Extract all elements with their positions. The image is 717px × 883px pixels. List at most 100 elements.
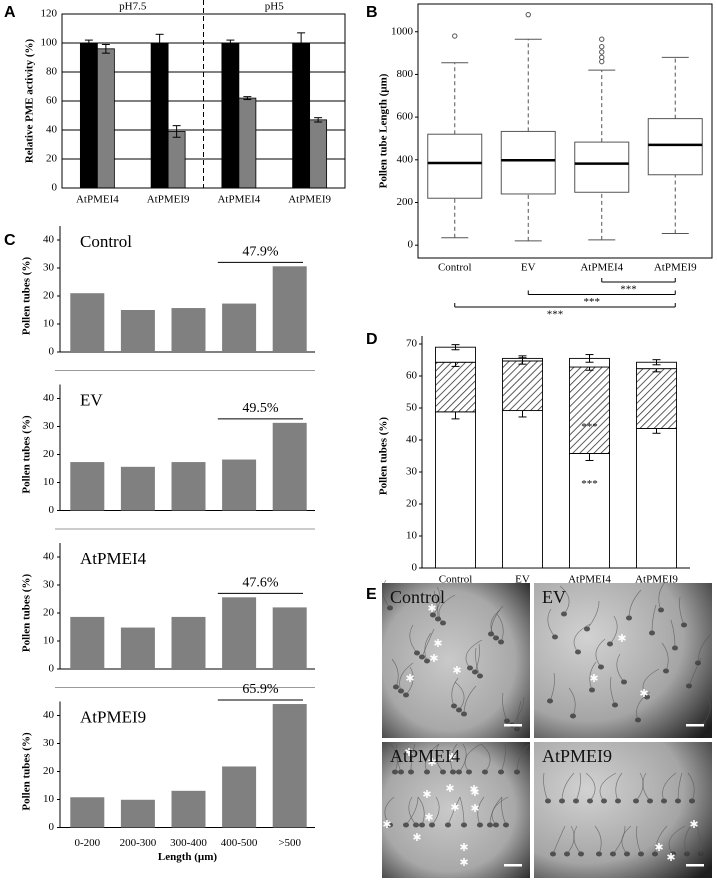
y-tick-label: 80 bbox=[46, 66, 58, 78]
pollen-tube bbox=[628, 589, 642, 619]
outlier bbox=[599, 49, 605, 55]
bar bbox=[171, 616, 206, 669]
micrograph bbox=[382, 583, 530, 738]
y-tick-label: 10 bbox=[43, 476, 55, 488]
annotation: 65.9% bbox=[242, 682, 279, 697]
asterisk bbox=[471, 804, 479, 812]
asterisk-stroke bbox=[640, 690, 648, 696]
x-tick-label: EV bbox=[521, 262, 536, 274]
pollen-tube bbox=[502, 692, 508, 722]
pollen-tube bbox=[697, 634, 711, 664]
y-tick-label: 10 bbox=[406, 530, 418, 542]
asterisk-stroke bbox=[453, 667, 461, 673]
x-tick-label: 400-500 bbox=[221, 837, 258, 849]
group-title: pH5 bbox=[265, 1, 284, 13]
x-tick-label: EV bbox=[515, 574, 530, 586]
pollen-tube bbox=[559, 585, 570, 615]
asterisk bbox=[434, 639, 442, 647]
pollen-tube bbox=[651, 604, 657, 634]
y-tick-label: 40 bbox=[43, 234, 55, 246]
asterisk bbox=[667, 853, 675, 861]
annotation: 49.5% bbox=[242, 401, 279, 416]
box bbox=[647, 118, 703, 176]
outlier bbox=[452, 33, 458, 39]
pollen-tube bbox=[679, 596, 685, 626]
error-bar bbox=[652, 359, 661, 366]
pollen-tube bbox=[561, 772, 575, 802]
asterisk-stroke bbox=[446, 785, 454, 791]
error-bar bbox=[585, 354, 594, 363]
pollen-tube bbox=[451, 677, 459, 707]
pollen-tube bbox=[547, 608, 556, 638]
y-tick-label: 20 bbox=[43, 448, 55, 460]
y-tick-label: 40 bbox=[406, 434, 418, 446]
bar bbox=[272, 607, 307, 669]
micrograph bbox=[382, 742, 530, 878]
pollen-tube bbox=[612, 825, 626, 855]
asterisk-stroke bbox=[423, 791, 431, 797]
asterisk-stroke bbox=[425, 814, 433, 820]
panel-letter: A bbox=[4, 4, 16, 21]
pollen-tube bbox=[684, 825, 692, 855]
pollen-tube bbox=[500, 743, 506, 773]
x-tick-label: 0-200 bbox=[74, 837, 100, 849]
asterisk bbox=[460, 858, 468, 866]
pollen-tube bbox=[585, 772, 596, 802]
asterisk bbox=[448, 753, 456, 761]
pollen-tube bbox=[615, 772, 623, 802]
bar-segment bbox=[435, 411, 476, 569]
box bbox=[574, 141, 630, 193]
error-bar bbox=[243, 96, 252, 101]
asterisk-stroke bbox=[430, 655, 438, 661]
y-tick-label: 40 bbox=[43, 709, 55, 721]
pollen-tube bbox=[447, 796, 461, 826]
y-tick-label: 0 bbox=[49, 821, 55, 833]
pollen-tube bbox=[425, 743, 440, 773]
pollen-tube bbox=[599, 772, 617, 802]
pollen-tube bbox=[465, 639, 483, 669]
scale-bar bbox=[686, 724, 704, 727]
asterisk-stroke bbox=[448, 754, 456, 760]
pollen-tube bbox=[431, 796, 440, 826]
y-tick-label: 30 bbox=[43, 737, 55, 749]
bar bbox=[222, 597, 257, 669]
pollen-tube bbox=[575, 772, 581, 802]
y-tick-label: 20 bbox=[43, 765, 55, 777]
pollen-tube bbox=[670, 619, 676, 649]
pollen-tube bbox=[661, 642, 669, 672]
asterisk bbox=[460, 843, 468, 851]
asterisk-stroke bbox=[428, 605, 436, 611]
asterisk-stroke bbox=[434, 640, 442, 646]
outlier bbox=[599, 54, 605, 61]
y-tick-label: 10 bbox=[43, 318, 55, 330]
x-tick-label: AtPMEI4 bbox=[580, 262, 623, 274]
asterisk bbox=[383, 820, 391, 828]
pollen-tube bbox=[654, 825, 668, 855]
bar bbox=[292, 42, 311, 189]
asterisk bbox=[428, 758, 436, 766]
bar bbox=[120, 310, 155, 352]
asterisk bbox=[446, 784, 454, 792]
bar-segment bbox=[569, 366, 610, 454]
bar bbox=[167, 131, 186, 189]
significance-label: *** bbox=[620, 284, 637, 296]
x-tick-label: 300-400 bbox=[170, 837, 207, 849]
panel-title: AtPMEI4 bbox=[80, 549, 147, 568]
y-tick-label: 1000 bbox=[391, 25, 414, 37]
pollen-tube bbox=[496, 613, 504, 643]
asterisk-stroke bbox=[406, 675, 414, 681]
asterisk bbox=[640, 689, 648, 697]
panel-letter: D bbox=[366, 331, 378, 348]
asterisk-stroke bbox=[383, 821, 391, 827]
bar bbox=[238, 97, 257, 189]
x-tick-label: Control bbox=[438, 262, 472, 274]
micrograph bbox=[534, 583, 712, 738]
asterisk-stroke bbox=[405, 749, 413, 755]
asterisk bbox=[618, 634, 626, 642]
y-tick-label: 0 bbox=[408, 239, 414, 251]
pollen-tube bbox=[658, 581, 666, 611]
pollen-tube bbox=[568, 687, 576, 717]
bar bbox=[222, 303, 257, 352]
asterisk bbox=[453, 666, 461, 674]
micrograph bbox=[534, 742, 712, 878]
